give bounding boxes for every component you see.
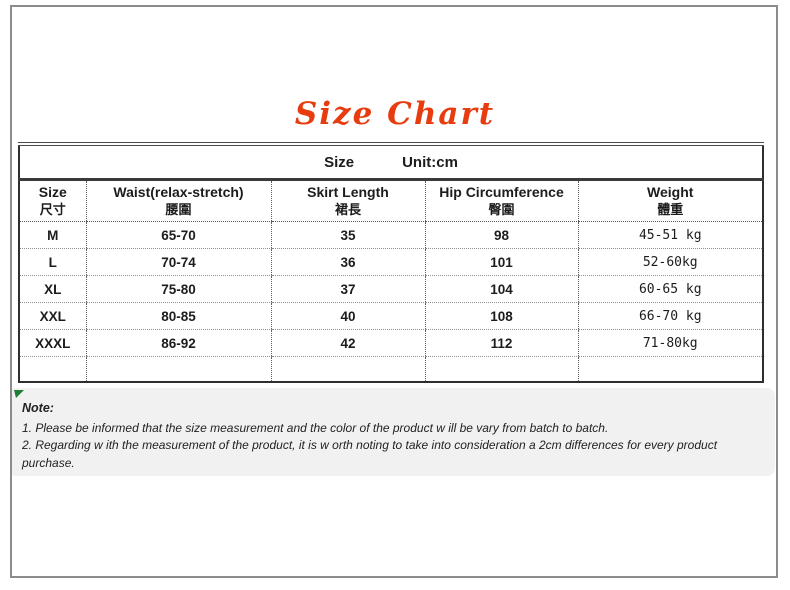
cell-skirt: 37: [270, 275, 425, 303]
column-header-row: Size 尺寸 Waist(relax-stretch) 腰圍 Skirt Le…: [19, 179, 763, 222]
column-header-waist: Waist(relax-stretch) 腰圍: [85, 179, 271, 222]
column-header-hip: Hip Circumference 臀圍: [424, 179, 578, 222]
cell-weight: 45-51 kg: [577, 221, 763, 249]
size-table: Size Unit:cm Size 尺寸 Waist(relax-stretch…: [18, 142, 764, 383]
cell-waist: 70-74: [85, 248, 271, 276]
cell-weight: 52-60kg: [577, 248, 763, 276]
note-line-2: 2. Regarding w ith the measurement of th…: [22, 438, 718, 470]
note-box: Note: 1. Please be informed that the siz…: [12, 388, 775, 476]
table-row-xxxl: XXXL 86-92 42 112 71-80kg: [19, 329, 763, 357]
cell-waist: 65-70: [85, 221, 271, 249]
cell-size: XXL: [19, 302, 86, 330]
note-label: Note:: [22, 401, 54, 415]
column-header-skirt-length: Skirt Length 裙長: [270, 179, 425, 222]
column-header-size: Size 尺寸: [19, 179, 86, 222]
table-row-l: L 70-74 36 101 52-60kg: [19, 248, 763, 276]
cell-weight: 66-70 kg: [577, 302, 763, 330]
table-row-xxl: XXL 80-85 40 108 66-70 kg: [19, 302, 763, 330]
cell-skirt: 42: [270, 329, 425, 357]
table-row-xl: XL 75-80 37 104 60-65 kg: [19, 275, 763, 303]
cell-hip: 108: [424, 302, 578, 330]
page-title: Size Chart: [294, 96, 496, 132]
cell-skirt: 35: [270, 221, 425, 249]
note-line-1: 1. Please be informed that the size meas…: [22, 420, 609, 435]
cell-size: L: [19, 248, 86, 276]
cell-weight: 71-80kg: [577, 329, 763, 357]
cell-waist: 86-92: [85, 329, 271, 357]
table-title-band: Size Unit:cm: [19, 144, 763, 181]
cell-skirt: 36: [270, 248, 425, 276]
band-unit-label: Unit:cm: [402, 153, 458, 171]
cell-hip: 101: [424, 248, 578, 276]
cell-weight: 60-65 kg: [577, 275, 763, 303]
green-corner-marker-icon: [14, 390, 24, 398]
cell-hip: 112: [424, 329, 578, 357]
band-size-label: Size: [324, 153, 355, 171]
cell-hip: 104: [424, 275, 578, 303]
note-content: Note: 1. Please be informed that the siz…: [22, 400, 727, 472]
cell-waist: 75-80: [85, 275, 271, 303]
cell-size: XL: [19, 275, 86, 303]
cell-skirt: 40: [270, 302, 425, 330]
cell-hip: 98: [424, 221, 578, 249]
cell-size: XXXL: [19, 329, 86, 357]
table-row-empty: [19, 356, 763, 382]
cell-waist: 80-85: [85, 302, 271, 330]
cell-size: M: [19, 221, 86, 249]
outer-frame-border: [10, 5, 778, 578]
column-header-weight: Weight 體重: [577, 179, 763, 222]
table-row-m: M 65-70 35 98 45-51 kg: [19, 221, 763, 249]
